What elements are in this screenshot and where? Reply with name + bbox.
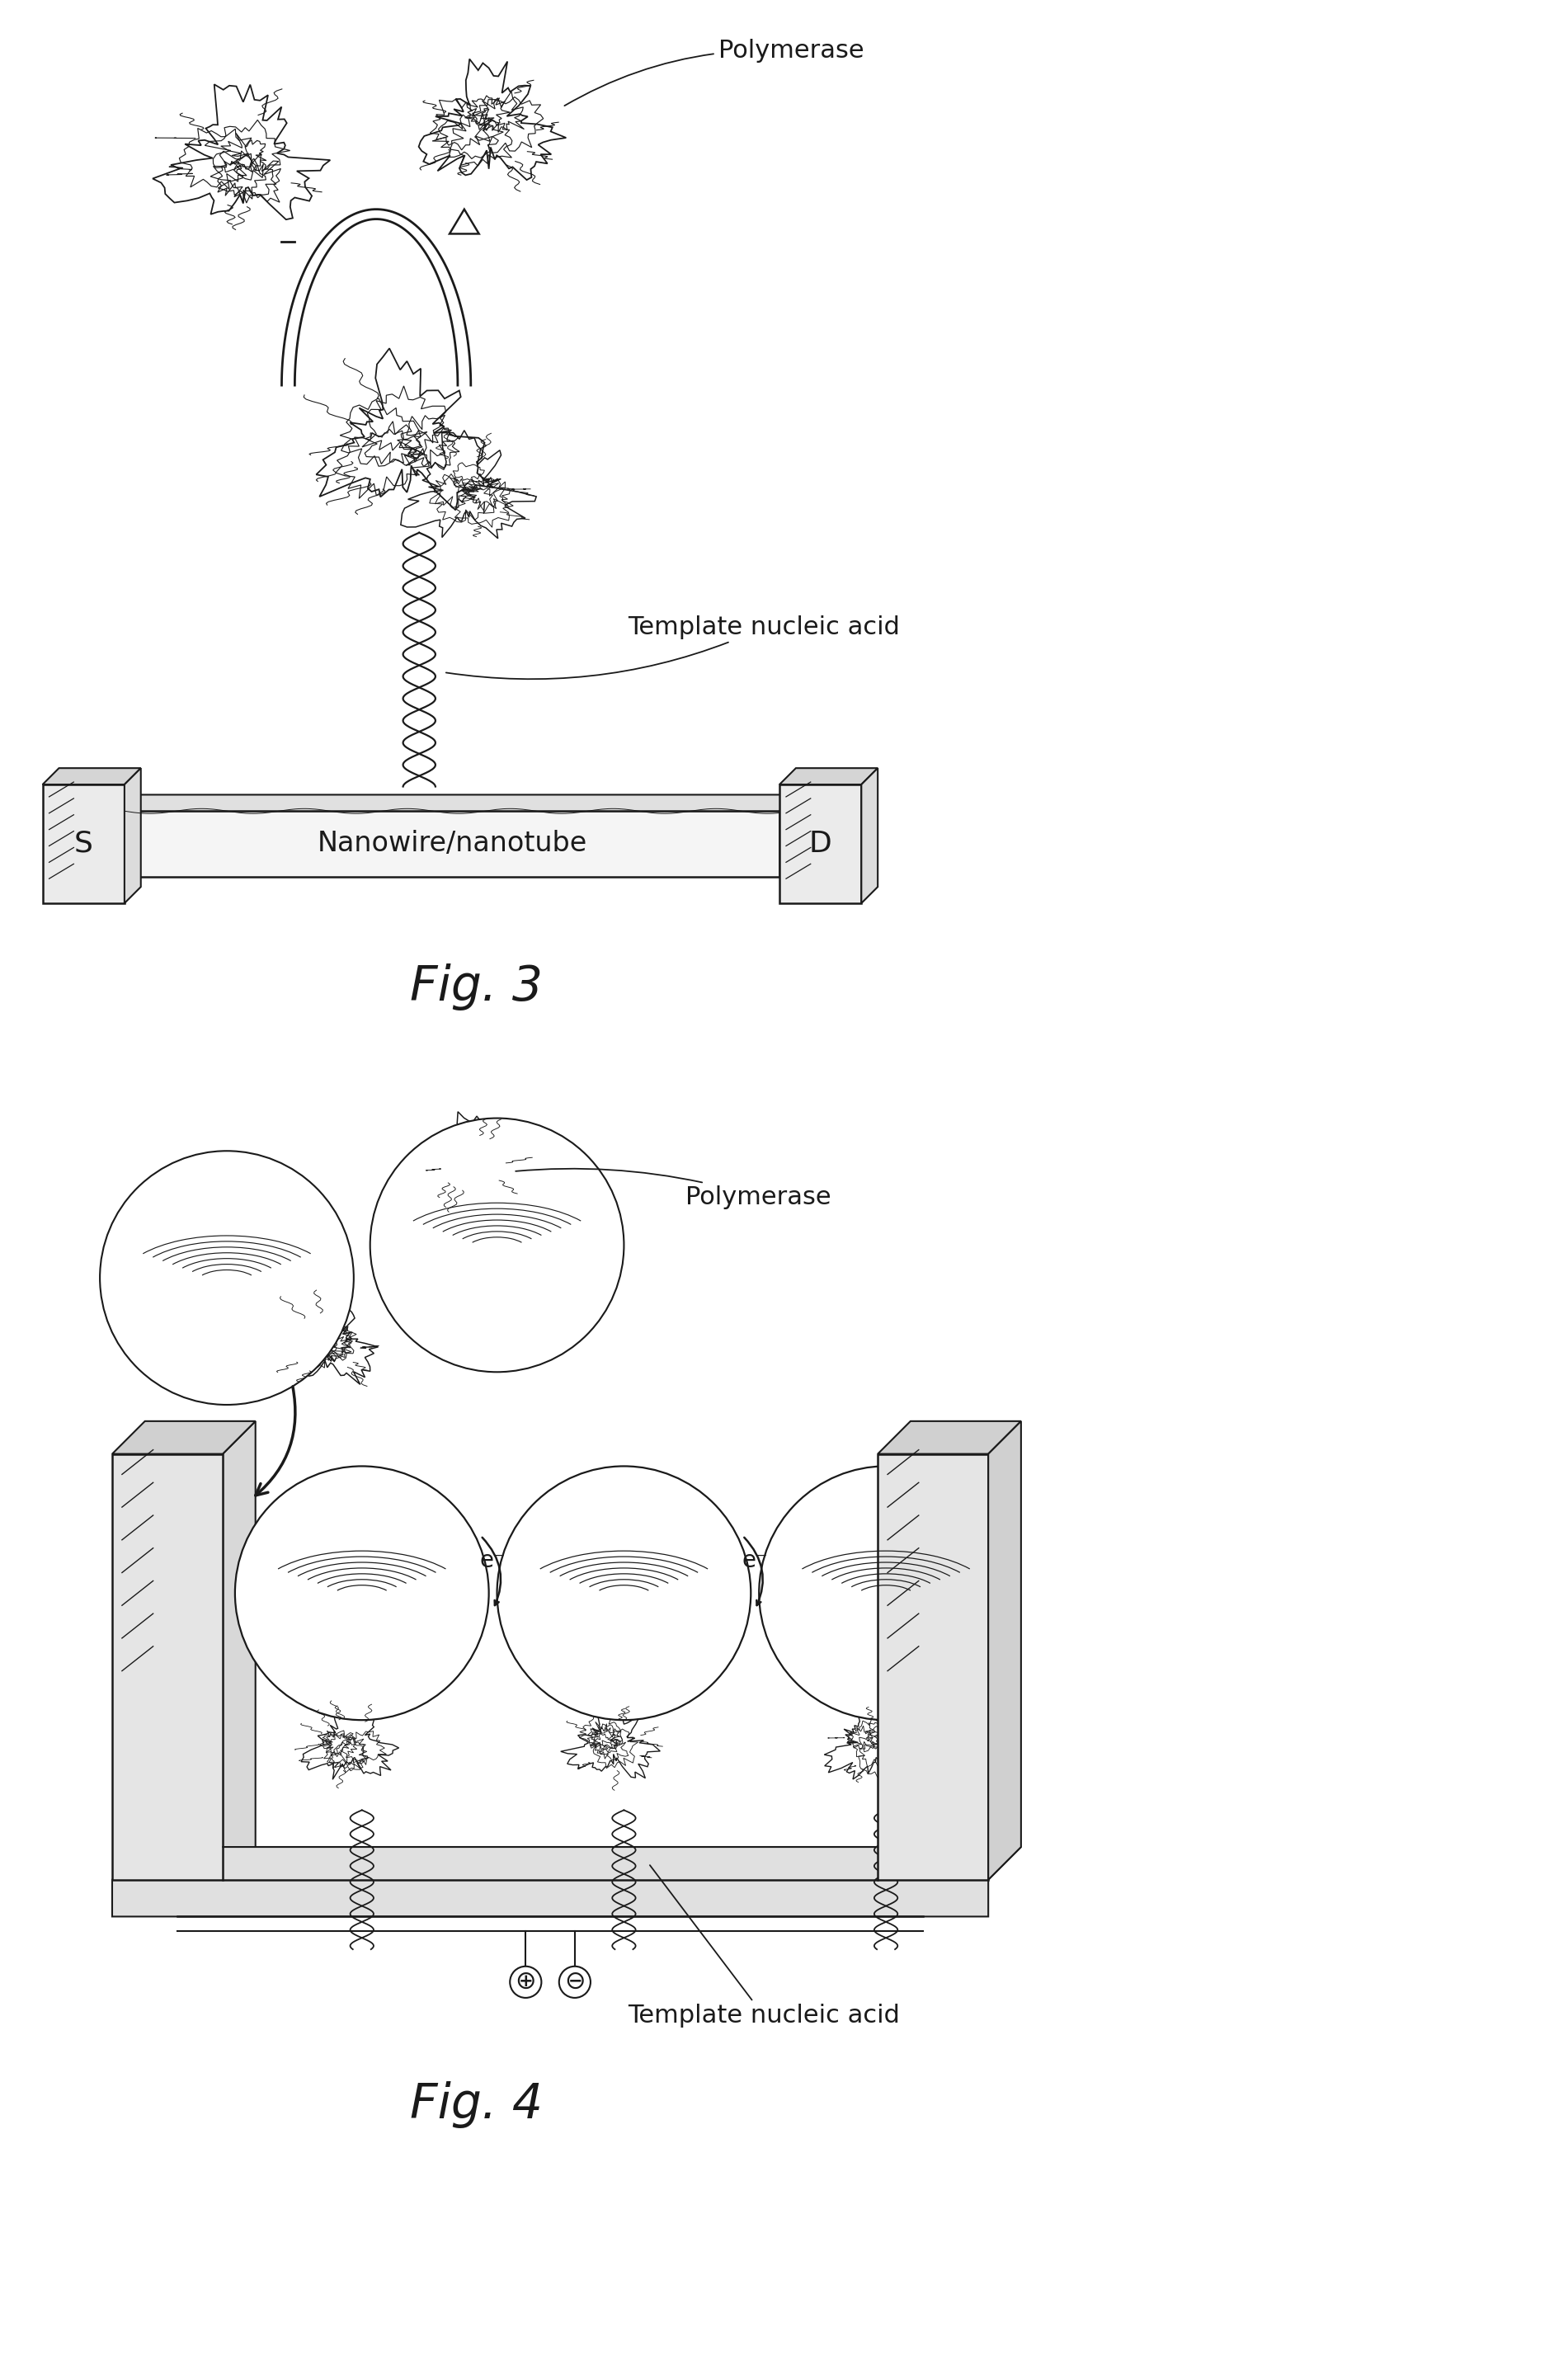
Bar	[113, 1454, 223, 1879]
Text: Nanowire/nanotube: Nanowire/nanotube	[317, 831, 586, 857]
Polygon shape	[124, 767, 141, 904]
Text: Polymerase: Polymerase	[564, 38, 864, 106]
Text: e⁻: e⁻	[742, 1548, 768, 1572]
Polygon shape	[450, 210, 478, 234]
Circle shape	[100, 1152, 354, 1404]
Text: Fig. 3: Fig. 3	[411, 963, 543, 1010]
Circle shape	[235, 1466, 489, 1720]
Circle shape	[370, 1119, 624, 1371]
Bar	[124, 812, 779, 876]
Text: ⊖: ⊖	[564, 1971, 585, 1994]
Polygon shape	[113, 1848, 1021, 1916]
Text: Fig. 4: Fig. 4	[411, 2082, 543, 2129]
Polygon shape	[988, 1421, 1021, 1879]
Text: e⁻: e⁻	[480, 1548, 506, 1572]
Polygon shape	[861, 767, 878, 904]
Polygon shape	[42, 767, 141, 784]
Circle shape	[497, 1466, 751, 1720]
Bar	[779, 784, 861, 904]
Text: Template nucleic acid: Template nucleic acid	[445, 616, 900, 680]
Polygon shape	[223, 1421, 256, 1879]
Polygon shape	[779, 767, 878, 784]
Polygon shape	[878, 1421, 1021, 1454]
Polygon shape	[113, 1421, 256, 1454]
FancyArrowPatch shape	[256, 1388, 295, 1496]
Circle shape	[759, 1466, 1013, 1720]
Text: ⊕: ⊕	[516, 1971, 536, 1994]
Text: S: S	[74, 831, 93, 859]
Polygon shape	[124, 795, 797, 812]
Bar	[42, 784, 124, 904]
Bar	[878, 1454, 988, 1879]
Text: D: D	[809, 831, 833, 859]
Bar	[223, 1848, 878, 1912]
Text: Template nucleic acid: Template nucleic acid	[629, 1864, 900, 2027]
Text: Polymerase: Polymerase	[516, 1168, 831, 1208]
